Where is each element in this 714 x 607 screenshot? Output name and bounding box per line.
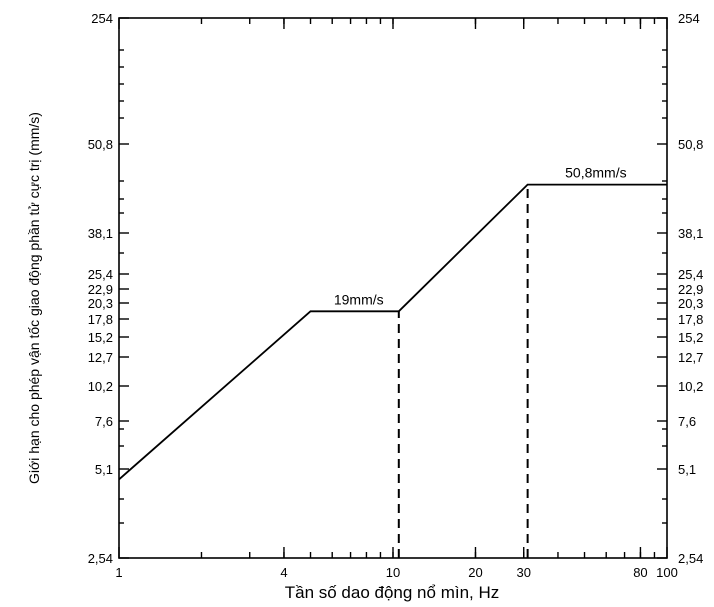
y-tick-label: 7,6: [95, 414, 113, 429]
annotation-label: 19mm/s: [334, 291, 384, 307]
axis-ticks: [118, 17, 668, 559]
y-tick-label: 22,9: [678, 282, 703, 297]
y-tick-label: 38,1: [678, 226, 703, 241]
y-tick-label: 17,8: [678, 312, 703, 327]
dashed-guides: [397, 184, 529, 558]
y-tick-label: 254: [678, 11, 700, 26]
y-tick-label: 5,1: [95, 462, 113, 477]
y-tick-label: 10,2: [88, 379, 113, 394]
y-tick-label: 20,3: [88, 296, 113, 311]
y-tick-label: 2,54: [678, 551, 703, 566]
y-tick-label: 50,8: [678, 137, 703, 152]
y-tick-labels-right: 2,54 5,1 7,6 10,2 12,7 15,2 17,820,322,925,4 38…: [678, 11, 703, 566]
x-tick-label: 1: [115, 565, 122, 580]
y-tick-label: 22,9: [88, 282, 113, 297]
y-axis-title: Giới hạn cho phép vận tốc giao động phần…: [26, 112, 42, 484]
y-tick-label: 25,4: [678, 267, 703, 282]
x-tick-label: 20: [468, 565, 482, 580]
y-tick-label: 20,3: [678, 296, 703, 311]
x-axis-title: Tần số dao động nổ mìn, Hz: [285, 583, 500, 602]
y-tick-label: 25,4: [88, 267, 113, 282]
x-tick-label: 100: [656, 565, 678, 580]
annotations: 19mm/s 50,8mm/s: [334, 165, 627, 308]
y-tick-label: 5,1: [678, 462, 696, 477]
y-tick-label: 38,1: [88, 226, 113, 241]
x-tick-labels: 1 4 10 20 30 80 100: [115, 565, 677, 580]
y-tick-label: 15,2: [678, 330, 703, 345]
x-tick-label: 10: [386, 565, 400, 580]
y-tick-label: 254: [91, 11, 113, 26]
x-tick-label: 30: [516, 565, 530, 580]
x-tick-label: 80: [633, 565, 647, 580]
y-tick-label: 15,2: [88, 330, 113, 345]
plot-frame: [118, 17, 668, 559]
y-tick-label: 2,54: [88, 551, 113, 566]
y-tick-label: 50,8: [88, 137, 113, 152]
y-tick-label: 12,7: [678, 350, 703, 365]
series-lines: [118, 183, 667, 481]
y-tick-labels-left: 2,54 5,1 7,6 10,2 12,7 15,2 17,820,322,925,4 38…: [88, 11, 113, 566]
y-tick-label: 12,7: [88, 350, 113, 365]
x-tick-label: 4: [280, 565, 287, 580]
annotation-label: 50,8mm/s: [565, 165, 626, 181]
series-line: [118, 183, 667, 481]
y-tick-label: 17,8: [88, 312, 113, 327]
y-tick-label: 7,6: [678, 414, 696, 429]
y-tick-label: 10,2: [678, 379, 703, 394]
